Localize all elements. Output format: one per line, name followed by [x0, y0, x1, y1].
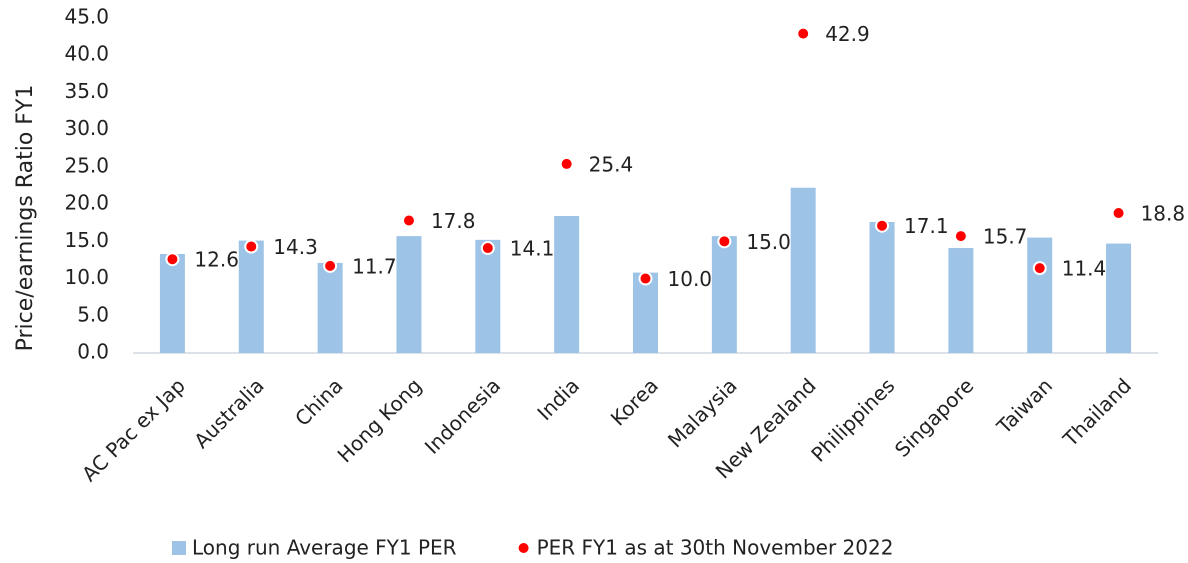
bar [396, 236, 422, 353]
bar [1106, 243, 1132, 353]
data-label: 18.8 [1141, 202, 1186, 226]
y-tick-label: 35.0 [64, 79, 109, 103]
dot [953, 229, 968, 244]
bar [554, 216, 580, 353]
x-tick-label: Australia [189, 373, 269, 453]
data-label: 12.6 [194, 248, 239, 272]
y-tick-label: 45.0 [64, 5, 109, 29]
y-tick-label: 15.0 [64, 228, 109, 252]
data-label: 14.3 [273, 235, 318, 259]
legend-label: PER FY1 as at 30th November 2022 [537, 536, 894, 560]
data-label: 15.0 [746, 230, 791, 254]
data-label: 14.1 [510, 237, 555, 261]
x-tick-label: China [290, 373, 347, 430]
legend-swatch [516, 541, 531, 555]
x-tick-label: Hong Kong [333, 373, 427, 467]
y-tick-label: 40.0 [64, 42, 109, 66]
dot [638, 271, 653, 286]
bar [711, 236, 737, 353]
y-axis-title: Price/earnings Ratio FY1 [13, 85, 38, 352]
x-tick-label: AC Pac ex Jap [77, 373, 190, 486]
dot [796, 26, 811, 41]
x-tick-label: Singapore [890, 373, 978, 461]
dot [401, 213, 416, 228]
data-label: 42.9 [825, 22, 870, 46]
bar [948, 248, 974, 353]
legend-swatch [172, 541, 186, 555]
dot [1111, 206, 1126, 221]
dot [165, 252, 180, 267]
bar [790, 187, 816, 353]
bar [317, 262, 343, 353]
y-tick-label: 0.0 [77, 340, 109, 364]
x-tick-label: Korea [606, 373, 663, 430]
dot [323, 258, 338, 273]
y-tick-label: 25.0 [64, 153, 109, 177]
x-tick-label: Indonesia [420, 373, 505, 458]
x-tick-label: Philippines [806, 373, 899, 466]
x-tick-label: Taiwan [991, 373, 1057, 439]
bar [869, 221, 895, 353]
data-label: 17.1 [904, 214, 949, 238]
data-label: 17.8 [431, 209, 476, 233]
dot [875, 218, 890, 233]
dot [717, 234, 732, 249]
bar [238, 240, 264, 353]
y-tick-label: 5.0 [77, 302, 109, 326]
data-label: 11.7 [352, 254, 397, 278]
dot [1032, 261, 1047, 276]
bar [633, 272, 658, 353]
x-tick-label: Thailand [1058, 373, 1136, 451]
bar [1027, 237, 1053, 353]
x-tick-label: India [532, 373, 584, 425]
dot [480, 241, 495, 256]
data-label: 10.0 [668, 267, 713, 291]
data-label: 11.4 [1062, 257, 1107, 281]
y-tick-label: 20.0 [64, 191, 109, 215]
bar [159, 253, 185, 353]
dot [244, 239, 259, 254]
bar [475, 239, 501, 353]
data-label: 25.4 [589, 152, 634, 176]
y-tick-label: 30.0 [64, 116, 109, 140]
data-label: 15.7 [983, 225, 1028, 249]
dot [559, 156, 574, 171]
legend-label: Long run Average FY1 PER [192, 536, 457, 560]
y-tick-label: 10.0 [64, 265, 109, 289]
x-tick-label: Malaysia [663, 373, 742, 452]
